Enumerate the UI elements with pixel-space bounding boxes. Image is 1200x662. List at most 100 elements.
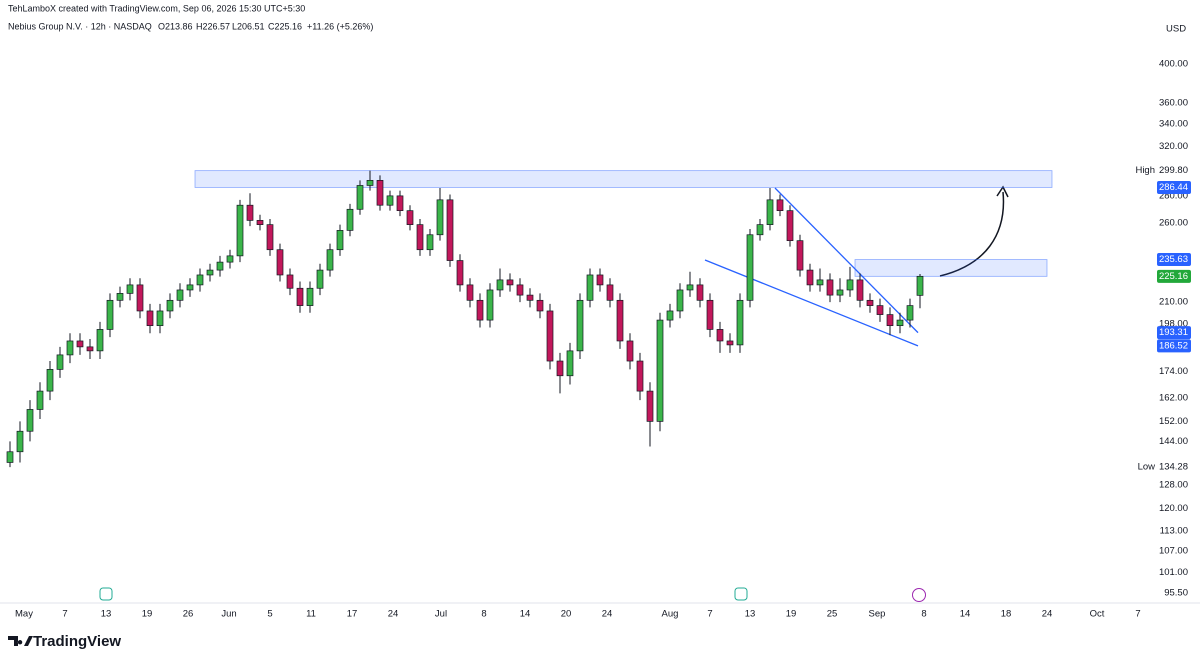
candle xyxy=(116,286,124,308)
candle xyxy=(776,194,784,217)
candle-body xyxy=(526,294,534,301)
x-tick-label: 14 xyxy=(520,609,531,620)
candle-body xyxy=(326,249,334,271)
x-tick-label: Jul xyxy=(435,609,447,620)
candle-body xyxy=(626,340,634,362)
open: O213.86 xyxy=(158,21,193,31)
candle-body xyxy=(856,279,864,301)
candle xyxy=(526,288,534,308)
price-label: 286.44 xyxy=(1159,182,1188,193)
candle-body xyxy=(476,299,484,321)
x-tick-label: Aug xyxy=(662,609,679,620)
x-tick-label: Sep xyxy=(869,609,886,620)
candle-body xyxy=(746,234,754,301)
candle xyxy=(466,278,474,308)
candle-body xyxy=(506,279,514,286)
candle-body xyxy=(26,409,34,432)
candle xyxy=(416,218,424,256)
price-label: 225.16 xyxy=(1159,271,1188,282)
candle-body xyxy=(226,255,234,263)
candle xyxy=(496,268,504,297)
candle xyxy=(166,293,174,319)
candle-body xyxy=(646,390,654,422)
y-tick-label: 120.00 xyxy=(1159,503,1188,514)
y-tick-label: 198.00 xyxy=(1159,318,1188,329)
price-label-box xyxy=(1157,253,1191,267)
candle-body xyxy=(156,310,164,327)
candle xyxy=(106,293,114,338)
candle-body xyxy=(676,289,684,312)
candle xyxy=(196,268,204,292)
candle xyxy=(826,273,834,303)
candle-body xyxy=(246,204,254,221)
candle xyxy=(256,214,264,231)
candle xyxy=(816,268,824,292)
candle-body xyxy=(756,224,764,236)
x-tick-label: 13 xyxy=(101,609,112,620)
candle-body xyxy=(396,195,404,212)
candle xyxy=(426,228,434,256)
candle-body xyxy=(206,269,214,276)
candle xyxy=(6,441,14,468)
symbol: Nebius Group N.V. · 12h · NASDAQ xyxy=(8,21,152,31)
price-label-box xyxy=(1157,339,1191,353)
candle xyxy=(146,303,154,334)
price-label: 235.63 xyxy=(1159,254,1188,265)
y-tick-label: 107.00 xyxy=(1159,546,1188,557)
candle-body xyxy=(136,284,144,312)
candle-body xyxy=(66,340,74,356)
candle-body xyxy=(76,340,84,348)
candle xyxy=(236,199,244,263)
candle-body xyxy=(356,185,364,210)
candle xyxy=(356,180,364,215)
y-tick-label: 144.00 xyxy=(1159,436,1188,447)
arrow-head xyxy=(996,185,1009,198)
candle xyxy=(886,307,894,336)
candle xyxy=(606,278,614,308)
candle xyxy=(726,333,734,353)
y-tick-label: 101.00 xyxy=(1159,567,1188,578)
candle xyxy=(516,278,524,303)
candle-body xyxy=(386,195,394,206)
candle xyxy=(756,218,764,241)
x-tick-label: May xyxy=(15,609,33,620)
candle-body xyxy=(696,284,704,301)
candle-body xyxy=(886,314,894,327)
candle xyxy=(456,254,464,292)
candle xyxy=(706,293,714,338)
y-tick-label: 340.00 xyxy=(1159,119,1188,130)
earnings-icon[interactable] xyxy=(734,587,748,601)
x-tick-label: 5 xyxy=(267,609,272,620)
y-tick-label: 174.00 xyxy=(1159,366,1188,377)
candle xyxy=(546,303,554,370)
candle-body xyxy=(316,269,324,289)
event-icon[interactable] xyxy=(912,588,926,602)
candle xyxy=(866,293,874,313)
candle xyxy=(56,346,64,378)
candle xyxy=(486,283,494,328)
candle-body xyxy=(516,284,524,296)
x-tick-label: 20 xyxy=(561,609,572,620)
y-tick-label: 260.00 xyxy=(1159,218,1188,229)
candle xyxy=(296,281,304,313)
candle xyxy=(766,188,774,231)
price-label-box xyxy=(1157,460,1191,474)
candle-body xyxy=(636,360,644,392)
candle-body xyxy=(196,274,204,286)
candle-body xyxy=(86,346,94,352)
candle xyxy=(536,293,544,319)
earnings-icon[interactable] xyxy=(99,587,113,601)
candle-body xyxy=(846,279,854,291)
candle-body xyxy=(766,199,774,225)
candle xyxy=(406,205,414,231)
candle-body xyxy=(436,199,444,236)
candle xyxy=(396,190,404,217)
candle xyxy=(136,278,144,319)
candle xyxy=(286,268,294,296)
candle-body xyxy=(36,390,44,410)
candle-body xyxy=(616,299,624,342)
candle xyxy=(366,170,374,191)
candle xyxy=(326,243,334,277)
y-tick-label: 162.00 xyxy=(1159,392,1188,403)
